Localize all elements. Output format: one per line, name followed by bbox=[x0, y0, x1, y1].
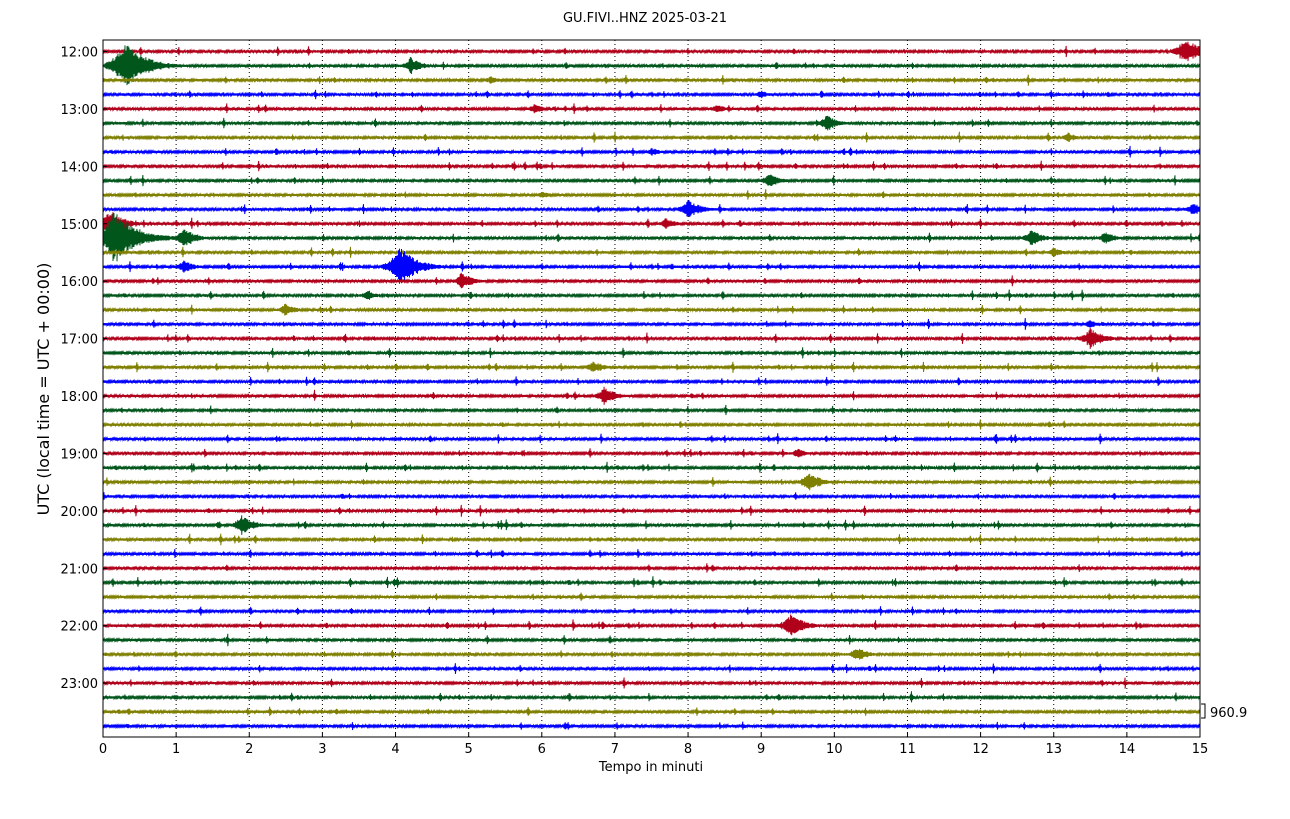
x-tick-label: 13 bbox=[1045, 742, 1062, 757]
x-tick-label: 15 bbox=[1192, 742, 1209, 757]
y-tick-label: 22:00 bbox=[61, 620, 98, 635]
scale-label: 960.9 bbox=[1210, 706, 1247, 721]
x-axis: 0 1 2 3 4 5 6 7 8 9 10 11 12 13 14 15 bbox=[99, 733, 1208, 757]
x-tick-label: 0 bbox=[99, 742, 107, 757]
x-tick-label: 11 bbox=[899, 742, 916, 757]
plot-frame bbox=[102, 39, 1201, 738]
y-tick-label: 20:00 bbox=[61, 505, 98, 520]
trace-line bbox=[102, 213, 1201, 262]
scale-bar: 960.9 bbox=[1201, 703, 1247, 721]
x-tick-label: 14 bbox=[1119, 742, 1136, 757]
y-tick-label: 13:00 bbox=[61, 103, 98, 118]
x-tick-label: 9 bbox=[757, 742, 765, 757]
grid-lines bbox=[175, 40, 1128, 737]
scale-bracket bbox=[1201, 703, 1206, 719]
trace-line bbox=[102, 199, 1201, 217]
x-tick-label: 12 bbox=[972, 742, 989, 757]
y-tick-label: 15:00 bbox=[61, 218, 98, 233]
x-tick-label: 10 bbox=[826, 742, 843, 757]
x-tick-label: 2 bbox=[245, 742, 253, 757]
y-tick-label: 18:00 bbox=[61, 390, 98, 405]
trace-group bbox=[102, 41, 1201, 731]
y-tick-label: 21:00 bbox=[61, 562, 98, 577]
y-axis: 12:00 13:00 14:00 15:00 16:00 17:00 18:00 19:00… bbox=[61, 46, 107, 692]
x-axis-label: Tempo in minuti bbox=[598, 760, 703, 775]
y-tick-label: 16:00 bbox=[61, 275, 98, 290]
x-tick-label: 3 bbox=[318, 742, 326, 757]
y-tick-label: 19:00 bbox=[61, 447, 98, 462]
x-tick-label: 7 bbox=[611, 742, 619, 757]
x-tick-label: 1 bbox=[172, 742, 180, 757]
y-tick-label: 12:00 bbox=[61, 46, 98, 61]
chart-title: GU.FIVI..HNZ 2025-03-21 bbox=[562, 11, 728, 26]
x-tick-label: 6 bbox=[538, 742, 546, 757]
x-tick-label: 5 bbox=[465, 742, 473, 757]
y-axis-label: UTC (local time = UTC + 00:00) bbox=[34, 263, 53, 516]
y-tick-label: 14:00 bbox=[61, 160, 98, 175]
y-tick-label: 23:00 bbox=[61, 677, 98, 692]
y-tick-label: 17:00 bbox=[61, 333, 98, 348]
x-tick-label: 4 bbox=[391, 742, 399, 757]
x-tick-label: 8 bbox=[684, 742, 692, 757]
